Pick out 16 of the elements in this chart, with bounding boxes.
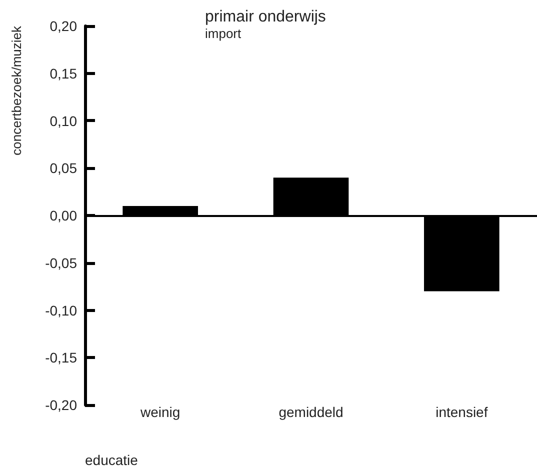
chart-subtitle: import [205,26,242,41]
y-tick-label: 0,10 [50,112,78,129]
chart-title: primair onderwijs [205,8,326,26]
y-tick-label: 0,15 [50,65,78,82]
y-tick-label: 0,00 [50,208,78,224]
y-tick-label: 0,20 [50,18,78,34]
x-tick-label: gemiddeld [278,404,344,420]
y-axis-title: concertbezoek/muziek [9,26,24,156]
x-axis-title: educatie [85,452,138,468]
x-tick-label: weinig [139,404,180,420]
y-tick-label: -0,05 [45,254,78,271]
y-tick-label: -0,10 [45,302,78,318]
y-tick-label: 0,05 [50,160,78,176]
x-tick-label: intensief [436,404,488,420]
y-tick-label: -0,15 [45,350,78,366]
y-tick-label: -0,20 [45,397,78,413]
